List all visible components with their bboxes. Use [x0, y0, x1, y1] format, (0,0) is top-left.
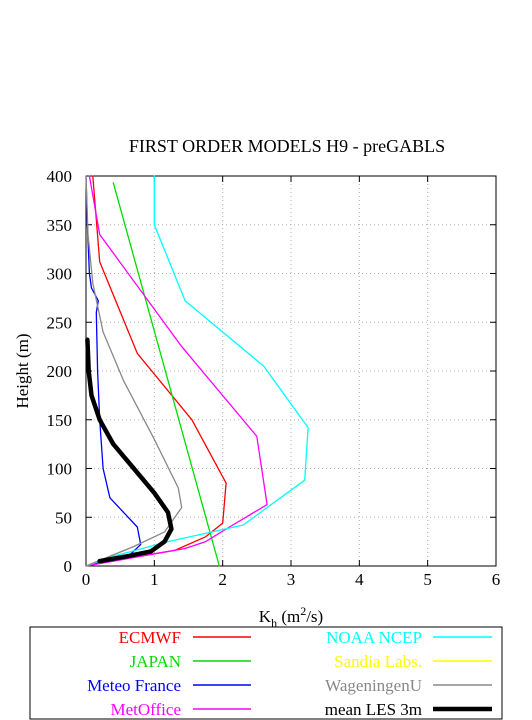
- x-tick-label: 0: [82, 570, 91, 589]
- y-tick-label: 150: [47, 411, 73, 430]
- axis-ticks: 0 1 2 3 4 5 6 0 50 100 150 200 250 300 350 400: [47, 167, 501, 589]
- x-axis-label: Kh (m2/s): [259, 604, 323, 630]
- x-tick-label: 3: [287, 570, 296, 589]
- y-tick-label: 0: [64, 557, 73, 576]
- y-tick-label: 100: [47, 460, 73, 479]
- x-axis-label-main: K: [259, 607, 272, 626]
- grid: [86, 176, 496, 566]
- x-axis-label-post: /s): [306, 607, 323, 626]
- y-tick-label: 200: [47, 362, 73, 381]
- series-line-wageningenu: [85, 175, 183, 567]
- x-tick-label: 2: [218, 570, 227, 589]
- series-line-ecmwf: [85, 175, 227, 567]
- x-axis-label-pre: (m: [277, 607, 300, 626]
- x-tick-label: 1: [150, 570, 159, 589]
- y-axis-label: Height (m): [13, 333, 32, 408]
- x-tick-label: 4: [355, 570, 364, 589]
- x-tick-label: 5: [423, 570, 432, 589]
- legend-label-ecmwf: ECMWF: [119, 628, 181, 647]
- series-line-noaa-ncep: [85, 175, 309, 567]
- legend-label-japan: JAPAN: [130, 652, 181, 671]
- y-tick-label: 350: [47, 216, 73, 235]
- x-tick-label: 6: [492, 570, 501, 589]
- x-axis-label-sub: h: [271, 616, 277, 630]
- legend-label-meteo-france: Meteo France: [87, 676, 181, 695]
- series-line-japan: [112, 182, 220, 567]
- legend-label-mean-les-3m: mean LES 3m: [325, 700, 422, 719]
- chart-title: FIRST ORDER MODELS H9 - preGABLS: [129, 136, 445, 156]
- series-line-mean-les-3m: [85, 337, 174, 564]
- legend: ECMWF JAPAN Meteo France MetOffice NOAA NCEP…: [87, 628, 492, 719]
- legend-label-metoffice: MetOffice: [111, 700, 182, 719]
- legend-label-sandia-labs: Sandia Labs.: [334, 652, 422, 671]
- y-tick-label: 400: [47, 167, 73, 186]
- legend-label-noaa-ncep: NOAA NCEP: [326, 628, 422, 647]
- y-tick-label: 250: [47, 313, 73, 332]
- y-tick-label: 50: [55, 508, 72, 527]
- series-lines: [85, 175, 309, 567]
- legend-box: [29, 626, 503, 720]
- series-line-metoffice: [85, 175, 268, 567]
- x-axis-label-sup: 2: [300, 604, 306, 618]
- y-tick-label: 300: [47, 265, 73, 284]
- legend-label-wageningenu: WageningenU: [325, 676, 422, 695]
